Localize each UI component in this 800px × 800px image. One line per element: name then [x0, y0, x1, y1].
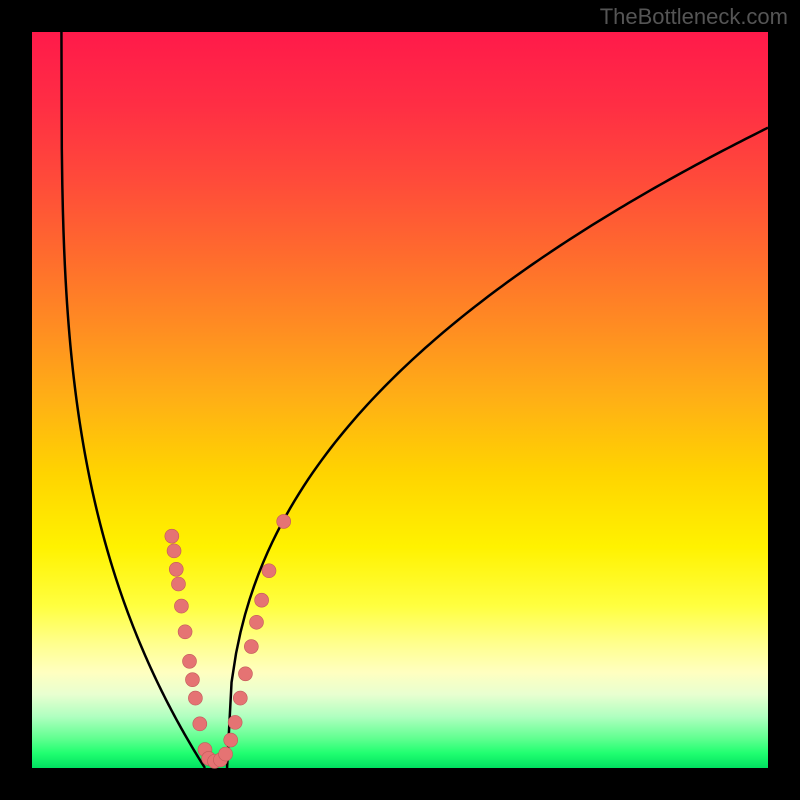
marker-point	[249, 615, 263, 629]
bottleneck-chart	[0, 0, 800, 800]
marker-point	[228, 715, 242, 729]
marker-point	[174, 599, 188, 613]
marker-point	[219, 747, 233, 761]
chart-container: TheBottleneck.com	[0, 0, 800, 800]
marker-point	[183, 654, 197, 668]
marker-point	[169, 562, 183, 576]
marker-point	[224, 733, 238, 747]
marker-point	[233, 691, 247, 705]
marker-point	[188, 691, 202, 705]
marker-point	[178, 625, 192, 639]
marker-point	[171, 577, 185, 591]
marker-point	[244, 640, 258, 654]
gradient-panel	[32, 32, 768, 768]
marker-point	[255, 593, 269, 607]
watermark-text: TheBottleneck.com	[600, 4, 788, 30]
marker-point	[165, 529, 179, 543]
marker-point	[238, 667, 252, 681]
marker-point	[277, 514, 291, 528]
marker-point	[262, 564, 276, 578]
marker-point	[167, 544, 181, 558]
marker-point	[185, 673, 199, 687]
marker-point	[193, 717, 207, 731]
